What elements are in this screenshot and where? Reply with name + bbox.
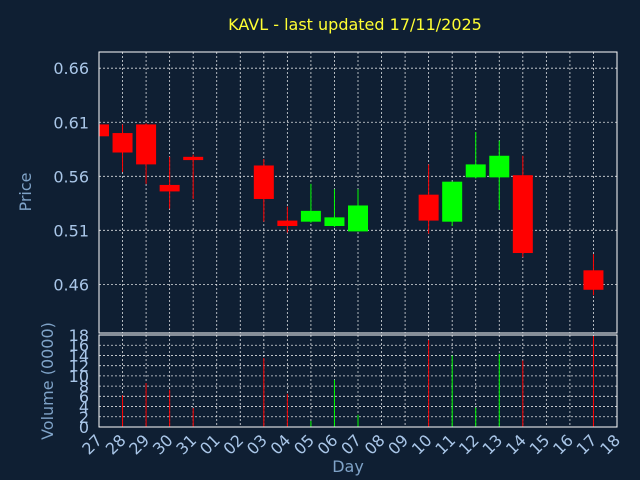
x-ticks: 2728293031010203040506070809101112131415… (78, 431, 624, 459)
price-tick-label: 0.46 (53, 275, 89, 294)
volume-tick-label: 6 (79, 387, 89, 406)
candle-body (183, 156, 204, 161)
volume-grid (98, 334, 618, 428)
candle-body (253, 165, 274, 199)
candle-body (324, 217, 345, 227)
price-y-ticks: 0.66 0.61 0.56 0.51 0.46 (53, 59, 89, 294)
candle-body (418, 194, 439, 221)
candle-body (159, 184, 180, 192)
candle-body (348, 205, 368, 232)
volume-tick-label: 2 (79, 408, 89, 427)
candle-body (442, 181, 463, 222)
volume-tick-label: 18 (69, 326, 89, 345)
volume-tick-label: 4 (79, 398, 89, 417)
candle-body (489, 155, 510, 178)
volume-tick-label: 0 (79, 418, 89, 437)
candle-body (512, 175, 533, 254)
price-tick-label: 0.56 (53, 167, 89, 186)
volume-tick-label: 10 (69, 367, 89, 386)
volume-panel-frame (98, 334, 618, 428)
price-tick-label: 0.51 (53, 221, 89, 240)
price-tick-label: 0.66 (53, 59, 89, 78)
candle-body (136, 124, 157, 165)
candle-body (99, 124, 109, 137)
candle-body (277, 220, 298, 227)
volume-tick-label: 16 (69, 336, 89, 355)
candle-body (465, 164, 486, 178)
x-tick-label: 18 (596, 431, 624, 459)
volume-tick-label: 8 (79, 377, 89, 396)
price-axis-label: Price (16, 172, 35, 211)
volume-tick-label: 14 (69, 346, 89, 365)
price-tick-label: 0.61 (53, 113, 89, 132)
volume-bars-layer (122, 336, 594, 427)
price-panel-frame (98, 51, 618, 334)
candle-body (112, 133, 133, 153)
x-axis-label: Day (332, 457, 364, 476)
chart-title: KAVL - last updated 17/11/2025 (228, 15, 482, 34)
volume-axis-label: Volume (0000) (38, 322, 57, 440)
candle-body (300, 210, 321, 222)
volume-tick-label: 12 (69, 357, 89, 376)
candle-body (583, 270, 604, 290)
candles-layer (98, 123, 604, 296)
